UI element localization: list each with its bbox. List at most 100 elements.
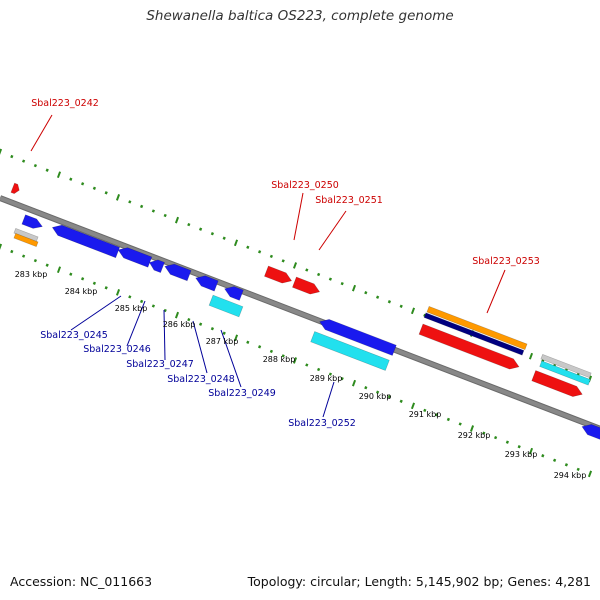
kbp-label: 284 kbp: [65, 287, 98, 296]
gene-feature[interactable]: [223, 284, 244, 301]
kbp-label: 293 kbp: [505, 450, 538, 459]
outer-tick: [33, 163, 38, 168]
gene-feature-0242[interactable]: [10, 182, 21, 195]
forward-gene-label[interactable]: Sbal223_0242: [31, 98, 99, 109]
gene-feature[interactable]: [580, 421, 600, 443]
outer-tick: [45, 168, 49, 172]
inner-tick: [505, 440, 510, 444]
reverse-gene-label[interactable]: Sbal223_0246: [83, 344, 151, 355]
gene-feature[interactable]: [318, 317, 397, 356]
outer-tick: [69, 177, 73, 181]
inner-tick-track: [0, 243, 593, 478]
gene-feature-0251[interactable]: [292, 276, 321, 297]
feature-track: [10, 182, 600, 443]
outer-tick: [210, 232, 215, 236]
inner-tick: [328, 372, 333, 376]
inner-tick: [517, 445, 521, 449]
inner-tick: [187, 317, 191, 322]
inner-tick: [292, 357, 298, 364]
inner-tick: [69, 272, 73, 276]
reverse-gene-label[interactable]: Sbal223_0245: [40, 330, 108, 341]
inner-tick: [163, 308, 167, 313]
kbp-label: 283 kbp: [15, 270, 48, 279]
kbp-label: 285 kbp: [115, 304, 148, 313]
leader-line: [126, 300, 146, 347]
kbp-label: 287 kbp: [206, 337, 239, 346]
gene-feature[interactable]: [147, 257, 165, 274]
gene-feature-0250[interactable]: [264, 265, 293, 286]
gene-feature[interactable]: [194, 273, 219, 292]
reverse-gene-label[interactable]: Sbal223_0248: [167, 374, 235, 385]
kbp-labels: 283 kbp 284 kbp 285 kbp 286 kbp 287 kbp 288 k…: [15, 270, 587, 480]
gene-feature[interactable]: [21, 214, 44, 232]
gene-feature-red[interactable]: [531, 370, 584, 400]
reverse-gene-label[interactable]: Sbal223_0247: [126, 359, 194, 370]
inner-tick: [399, 399, 403, 403]
outer-tick: [10, 154, 14, 159]
reverse-gene-label[interactable]: Sbal223_0252: [288, 418, 356, 429]
reverse-gene-label[interactable]: Sbal223_0249: [208, 388, 276, 399]
inner-tick: [387, 395, 392, 399]
inner-tick: [151, 304, 156, 308]
inner-tick: [222, 331, 226, 335]
inner-tick: [233, 334, 239, 342]
inner-tick: [281, 354, 285, 358]
gene-feature-orange-0253[interactable]: [426, 305, 528, 351]
leader-line: [322, 381, 335, 418]
inner-tick: [115, 289, 121, 296]
gene-feature[interactable]: [50, 222, 121, 259]
outer-tick: [56, 171, 62, 179]
outer-tick: [399, 304, 403, 308]
kbp-label: 289 kbp: [310, 374, 343, 383]
outer-tick: [246, 245, 250, 249]
outer-tick: [104, 191, 108, 195]
outer-tick: [21, 159, 26, 163]
gene-feature[interactable]: [116, 245, 153, 268]
gene-feature-cyan[interactable]: [539, 360, 591, 386]
leader-line: [220, 329, 242, 388]
leader-line: [192, 320, 208, 374]
kbp-label: 288 kbp: [263, 355, 296, 364]
outer-tick: [0, 148, 3, 155]
gene-feature[interactable]: [163, 261, 192, 282]
forward-gene-label[interactable]: Sbal223_0253: [472, 256, 540, 267]
forward-gene-label[interactable]: Sbal223_0250: [271, 180, 339, 191]
inner-tick: [469, 425, 475, 432]
gene-feature-cyan-0252[interactable]: [310, 331, 390, 371]
outer-tick: [305, 268, 309, 272]
gene-labels[interactable]: Sbal223_0242 Sbal223_0250 Sbal223_0251 Sbal…: [31, 98, 540, 429]
inner-tick: [434, 413, 439, 417]
genome-backbone: [0, 195, 600, 432]
inner-tick: [10, 249, 14, 254]
inner-tick: [80, 277, 85, 281]
gene-feature-navy[interactable]: [423, 312, 525, 356]
outer-tick: [364, 291, 368, 295]
outer-tick: [410, 307, 416, 315]
leader-line: [486, 269, 506, 314]
inner-tick: [351, 379, 357, 387]
label-leader-lines: [30, 114, 506, 418]
gene-feature-orange[interactable]: [13, 232, 39, 248]
outer-tick: [423, 313, 427, 318]
outer-tick: [139, 204, 144, 209]
forward-gene-label[interactable]: Sbal223_0251: [315, 195, 383, 206]
kbp-label: 294 kbp: [554, 471, 587, 480]
inner-tick: [45, 263, 49, 267]
inner-tick: [364, 386, 368, 390]
outer-tick: [375, 295, 380, 299]
outer-tick: [387, 300, 392, 304]
kbp-label: 290 kbp: [359, 392, 392, 401]
gene-feature-red[interactable]: [418, 323, 521, 372]
inner-tick: [482, 431, 486, 435]
gene-feature-cyan-0249[interactable]: [208, 294, 244, 318]
leader-line: [163, 309, 166, 361]
outer-tick: [128, 200, 132, 204]
inner-tick: [458, 422, 462, 426]
outer-tick: [316, 272, 321, 277]
inner-tick: [246, 340, 250, 344]
leader-line: [30, 114, 53, 152]
outer-tick: [328, 277, 333, 281]
inner-tick: [423, 408, 427, 413]
gene-feature-gray[interactable]: [540, 353, 592, 379]
outer-tick: [257, 250, 262, 254]
